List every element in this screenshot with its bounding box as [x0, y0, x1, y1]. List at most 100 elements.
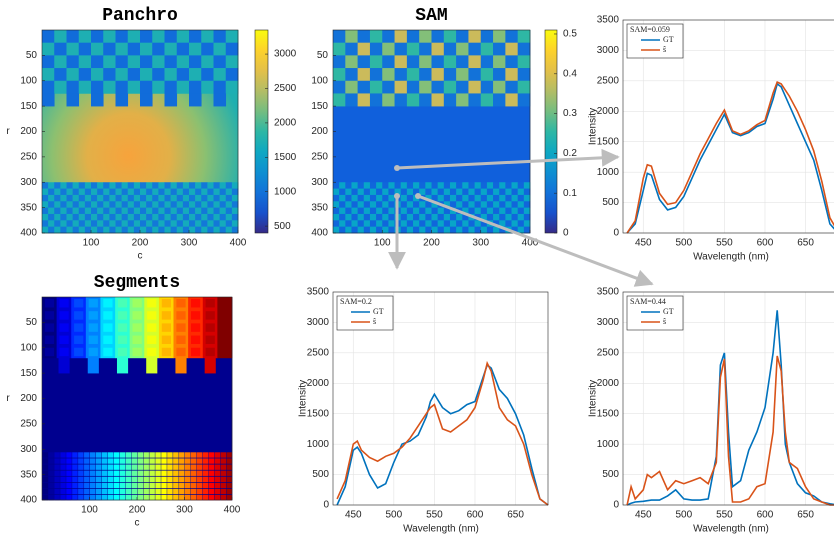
- image-cell: [54, 226, 61, 234]
- image-cell: [140, 207, 147, 215]
- image-cell: [125, 452, 132, 458]
- image-cell: [42, 80, 55, 94]
- image-cell: [345, 182, 352, 189]
- image-cell: [140, 220, 147, 227]
- image-cell: [176, 299, 186, 308]
- image-cell: [89, 476, 96, 483]
- image-cell: [127, 182, 135, 189]
- image-cell: [431, 213, 438, 221]
- image-cell: [207, 220, 214, 227]
- image-cell: [400, 213, 408, 221]
- image-cell: [149, 494, 155, 501]
- image-cell: [60, 182, 67, 189]
- image-cell: [382, 220, 389, 227]
- image-cell: [226, 482, 233, 489]
- image-cell: [107, 494, 114, 501]
- image-cell: [493, 194, 500, 202]
- x-tick-label: 300: [472, 238, 489, 249]
- y-tick-label: 3500: [597, 287, 620, 298]
- image-cell: [152, 201, 159, 208]
- image-cell: [42, 470, 48, 476]
- image-cell: [152, 213, 159, 221]
- image-cell: [42, 188, 49, 196]
- image-cell: [91, 188, 98, 196]
- annotation: SAM=0.059: [630, 25, 670, 34]
- image-cell: [179, 470, 185, 476]
- image-cell: [419, 55, 432, 69]
- image-cell: [173, 470, 179, 476]
- image-cell: [443, 93, 457, 107]
- image-cell: [78, 494, 84, 501]
- image-cell: [101, 482, 108, 489]
- x-axis-label: c: [135, 518, 140, 529]
- image-cell: [201, 220, 208, 227]
- image-cell: [394, 30, 408, 43]
- image-cell: [214, 458, 221, 464]
- image-cell: [196, 494, 203, 501]
- image-cell: [107, 470, 114, 476]
- image-cell: [125, 488, 132, 495]
- image-cell: [127, 188, 135, 196]
- image-cell: [189, 30, 202, 43]
- image-cell: [146, 201, 153, 208]
- image-cell: [369, 213, 377, 221]
- colorbar-tick-label: 0.3: [563, 108, 577, 119]
- image-cell: [97, 188, 104, 196]
- image-cell: [201, 226, 208, 234]
- image-cell: [213, 226, 220, 234]
- image-cell: [419, 80, 432, 94]
- y-tick-label: 100: [20, 342, 37, 353]
- image-cell: [189, 55, 202, 69]
- image-cell: [406, 207, 414, 215]
- image-panel: Segments 50 100 150 200 250 300 350 400 100 200 300…: [6, 273, 240, 529]
- y-tick-label: 3500: [597, 15, 620, 26]
- image-cell: [176, 201, 184, 208]
- legend-label: GT: [373, 307, 384, 316]
- legend-box: [626, 23, 684, 59]
- image-cell: [164, 220, 171, 227]
- image-cell: [117, 335, 128, 344]
- image-cell: [54, 194, 61, 202]
- x-axis-label: Wavelength (nm): [403, 524, 479, 535]
- image-cell: [196, 488, 203, 495]
- image-cell: [59, 299, 69, 308]
- image-cell: [214, 476, 221, 483]
- x-tick-label: 450: [635, 238, 652, 249]
- image-cell: [369, 55, 383, 69]
- image-cell: [184, 458, 191, 464]
- image-cell: [394, 68, 408, 82]
- image-cell: [406, 68, 420, 82]
- image-cell: [226, 488, 233, 495]
- y-tick-label: 0: [323, 500, 329, 511]
- image-cell: [84, 470, 90, 476]
- image-cell: [486, 182, 494, 189]
- image-cell: [109, 182, 116, 189]
- image-cell: [84, 226, 92, 234]
- y-tick-label: 150: [20, 101, 37, 112]
- y-tick-label: 500: [312, 469, 329, 480]
- image-cell: [173, 464, 179, 470]
- image-cell: [376, 207, 383, 215]
- x-tick-label: 400: [522, 238, 539, 249]
- image-cell: [480, 182, 488, 189]
- image-cell: [474, 226, 482, 234]
- image-cell: [406, 194, 414, 202]
- x-tick-label: 600: [757, 238, 774, 249]
- image-cell: [231, 201, 239, 208]
- image-cell: [78, 80, 92, 94]
- y-tick-label: 300: [20, 444, 37, 455]
- image-cell: [208, 452, 215, 458]
- image-cell: [468, 68, 482, 82]
- image-cell: [54, 494, 60, 501]
- image-cell: [143, 470, 149, 476]
- image-cell: [456, 30, 469, 43]
- image-cell: [66, 207, 73, 215]
- image-cell: [382, 207, 389, 215]
- image-cell: [493, 182, 500, 189]
- image-cell: [493, 80, 506, 94]
- y-tick-label: 150: [311, 101, 328, 112]
- image-cell: [127, 207, 135, 215]
- image-cell: [456, 201, 463, 208]
- image-cell: [149, 482, 155, 489]
- image-cell: [60, 458, 66, 464]
